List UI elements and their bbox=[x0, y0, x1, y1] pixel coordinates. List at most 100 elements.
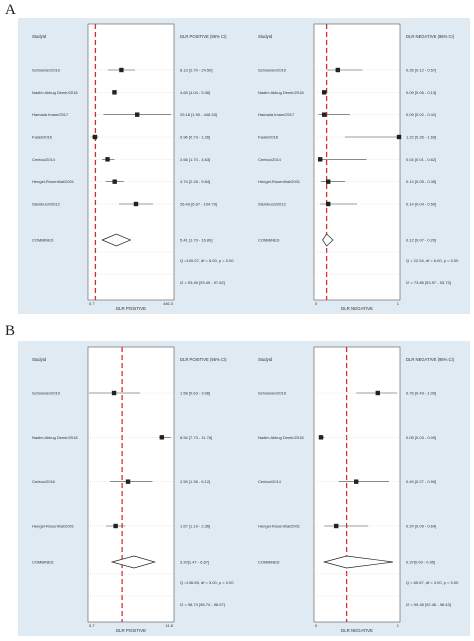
study-effect-label: 0.14 [0.04 - 0.50] bbox=[406, 202, 436, 207]
study-name: Schneider/2019 bbox=[258, 68, 287, 73]
study-marker bbox=[322, 112, 327, 117]
header-study: StudyId bbox=[258, 357, 273, 362]
study-marker bbox=[318, 157, 323, 162]
study-marker bbox=[111, 390, 117, 396]
axis-tick-label: 0 bbox=[315, 623, 318, 628]
study-marker bbox=[125, 479, 131, 484]
study-effect-label: 26.43 [6.67 - 104.79] bbox=[180, 202, 217, 207]
combined-diamond bbox=[322, 233, 334, 247]
study-name: Centou/2014 bbox=[258, 479, 282, 484]
combined-name: COMBINED bbox=[32, 238, 54, 243]
study-effect-label: 1.58 [0.63 - 3.96] bbox=[180, 391, 210, 396]
header-effect: DLR NEGATIVE (95% CI) bbox=[406, 357, 455, 362]
study-marker bbox=[133, 201, 139, 207]
study-name: Centou/2014 bbox=[32, 157, 56, 162]
plot-area bbox=[87, 23, 175, 301]
forest-svg: StudyId DLR NEGATIVE (95% CI) Schneider/20… bbox=[258, 346, 459, 633]
stats-i2: I2 = 93.49 [93.49 - 97.62] bbox=[180, 280, 225, 285]
study-name: Nadim Akbug Demir/2018 bbox=[258, 435, 304, 440]
study-effect-label: 0.09 [0.06 - 0.13] bbox=[406, 90, 436, 95]
stats-q: Q = 65.67, df = 3.00, p = 0.00 bbox=[406, 580, 459, 585]
forest-plot-a-left: StudyId DLR POSITIVE (95% CI) Schneider/20… bbox=[18, 18, 244, 314]
study-marker bbox=[326, 201, 331, 207]
study-effect-label: 8.54 [7.73 - 11.76] bbox=[180, 435, 212, 440]
study-marker bbox=[335, 67, 340, 73]
forest-plot-b-left: StudyId DLR POSITIVE (95% CI) Schneider/20… bbox=[18, 341, 244, 636]
panel-a: StudyId DLR POSITIVE (95% CI) Schneider/20… bbox=[18, 18, 470, 314]
study-effect-label: 0.96 [0.73 - 1.26] bbox=[180, 135, 210, 140]
header-study: StudyId bbox=[32, 357, 47, 362]
study-name: Hamada Imam/2017 bbox=[258, 112, 295, 117]
study-effect-label: 1.67 [1.19 - 2.36] bbox=[180, 524, 210, 529]
axis-label: DLR POSITIVE bbox=[116, 628, 146, 633]
forest-plot-a-right: StudyId DLR NEGATIVE (95% CI) Schneider/20… bbox=[244, 18, 470, 314]
study-effect-label: 4.74 [2.28 - 9.84] bbox=[180, 179, 210, 184]
study-marker bbox=[112, 90, 117, 95]
study-effect-label: 0.26 [0.12 - 0.57] bbox=[406, 68, 436, 73]
study-name: Schneider/2019 bbox=[32, 391, 61, 396]
axis-label: DLR POSITIVE bbox=[116, 306, 146, 311]
study-marker bbox=[135, 112, 140, 117]
study-marker bbox=[354, 479, 359, 484]
study-effect-label: 0.24 [0.09 - 0.64] bbox=[406, 524, 436, 529]
axis-tick-label: 1 bbox=[397, 301, 400, 306]
study-name: Fadel/2016 bbox=[32, 135, 53, 140]
combined-effect-label: 5.41 [1.73 - 16.89] bbox=[180, 238, 212, 243]
header-effect: DLR POSITIVE (95% CI) bbox=[180, 357, 227, 362]
study-marker bbox=[119, 67, 124, 73]
header-study: StudyId bbox=[32, 34, 47, 39]
stats-i2: I2 = 73.85 [53.97 - 93.73] bbox=[406, 280, 451, 285]
study-marker bbox=[322, 90, 327, 95]
study-name: Nadim Akbug Demir/2018 bbox=[32, 90, 78, 95]
study-marker bbox=[396, 134, 402, 140]
combined-effect-label: 3.20[1.47 - 6.67] bbox=[180, 560, 209, 565]
panel-letter-b: B bbox=[5, 323, 16, 339]
study-marker bbox=[92, 134, 98, 140]
study-effect-label: 0.09 [0.02 - 0.41] bbox=[406, 112, 436, 117]
plot-area bbox=[87, 346, 175, 623]
combined-effect-label: 0.12 [0.07 - 0.20] bbox=[406, 238, 436, 243]
stats-i2: I2 = 95.45 [92.46 - 98.43] bbox=[406, 602, 451, 607]
forest-svg: StudyId DLR POSITIVE (95% CI) Schneider/20… bbox=[32, 346, 234, 633]
axis-tick-label: 0 bbox=[315, 301, 318, 306]
combined-name: COMBINED bbox=[32, 560, 54, 565]
study-effect-label: 8.13 [2.70 - 24.50] bbox=[180, 68, 212, 73]
study-marker bbox=[113, 523, 118, 529]
axis-tick-label: 0.7 bbox=[89, 623, 95, 628]
study-effect-label: 0.05 [0.03 - 0.09] bbox=[406, 435, 436, 440]
axis-tick-label: 1 bbox=[397, 623, 400, 628]
header-effect: DLR NEGATIVE (95% CI) bbox=[406, 34, 455, 39]
study-name: Hengel-Rosenthal/2001 bbox=[258, 524, 301, 529]
study-effect-label: 0.04 [0.01 - 0.62] bbox=[406, 157, 436, 162]
study-effect-label: 2.66 [1.70 - 4.63] bbox=[180, 157, 210, 162]
study-marker bbox=[112, 179, 117, 184]
study-name: Schneider/2019 bbox=[258, 391, 287, 396]
study-effect-label: 29.18 [1.90 - 448.33] bbox=[180, 112, 217, 117]
stats-q: Q =100.07, df = 6.00, p = 0.00 bbox=[180, 258, 234, 263]
study-effect-label: 4.65 [4.04 - 5.36] bbox=[180, 90, 210, 95]
study-effect-label: 2.59 [1.36 - 6.12] bbox=[180, 479, 210, 484]
study-name: Schneider/2019 bbox=[32, 68, 61, 73]
panel-b: StudyId DLR POSITIVE (95% CI) Schneider/20… bbox=[18, 341, 470, 636]
combined-name: COMBINED bbox=[258, 238, 280, 243]
study-marker bbox=[159, 435, 165, 440]
combined-diamond bbox=[322, 555, 394, 569]
stats-i2: I2 = 98.74 [98.74 - 98.97] bbox=[180, 602, 225, 607]
study-marker bbox=[318, 435, 324, 440]
stats-q: Q =136.65, df = 3.00, p = 0.00 bbox=[180, 580, 234, 585]
study-name: Centou/2014 bbox=[258, 157, 282, 162]
stats-q: Q = 22.94, df = 6.00, p = 0.00 bbox=[406, 258, 459, 263]
axis-tick-label: 446.3 bbox=[163, 301, 174, 306]
panel-letter-a: A bbox=[5, 2, 16, 18]
study-name: Hamada Imam/2017 bbox=[32, 112, 69, 117]
combined-diamond bbox=[110, 555, 157, 569]
study-marker bbox=[105, 157, 110, 162]
study-name: Steinbuch/2012 bbox=[32, 202, 61, 207]
study-name: Nadim Akbug Demir/2018 bbox=[32, 435, 78, 440]
combined-effect-label: 0.37[0.09 - 0.95] bbox=[406, 560, 435, 565]
forest-plot-b-right: StudyId DLR NEGATIVE (95% CI) Schneider/20… bbox=[244, 341, 470, 636]
study-name: Hengel-Rosenthal/2001 bbox=[32, 524, 75, 529]
study-effect-label: 0.49 [0.27 - 0.90] bbox=[406, 479, 436, 484]
study-effect-label: 1.22 [0.35 - 1.60] bbox=[406, 135, 436, 140]
study-name: Centou/2016 bbox=[32, 479, 56, 484]
